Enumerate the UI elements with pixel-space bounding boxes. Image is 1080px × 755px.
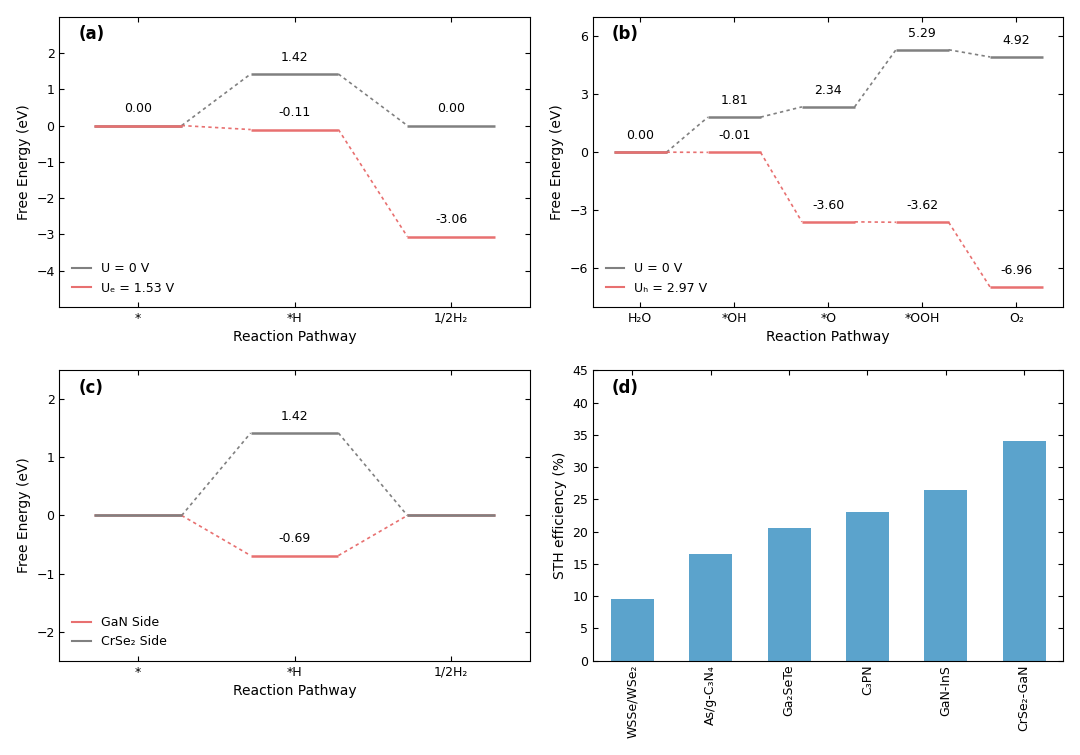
Text: 0.00: 0.00 [437,103,465,116]
Text: 2.34: 2.34 [814,84,842,97]
Text: (a): (a) [78,26,105,43]
Text: 0.00: 0.00 [124,103,152,116]
Bar [1002,441,1045,661]
Y-axis label: Free Energy (eV): Free Energy (eV) [16,458,30,573]
Text: 4.92: 4.92 [1002,34,1030,47]
Y-axis label: Free Energy (eV): Free Energy (eV) [16,104,30,220]
Bar [768,528,811,661]
X-axis label: Reaction Pathway: Reaction Pathway [232,331,356,344]
Bar [611,599,653,661]
Text: -0.69: -0.69 [279,532,311,545]
Text: 1.42: 1.42 [281,410,308,423]
X-axis label: Reaction Pathway: Reaction Pathway [767,331,890,344]
Y-axis label: STH efficiency (%): STH efficiency (%) [553,451,567,579]
Text: 0.00: 0.00 [626,129,654,142]
Text: (d): (d) [612,379,639,397]
Text: -3.62: -3.62 [906,199,939,212]
Text: -0.01: -0.01 [718,129,751,142]
Y-axis label: Free Energy (eV): Free Energy (eV) [551,104,565,220]
Legend: U = 0 V, Uₕ = 2.97 V: U = 0 V, Uₕ = 2.97 V [599,256,714,300]
X-axis label: Reaction Pathway: Reaction Pathway [232,684,356,698]
Text: 5.29: 5.29 [908,26,936,39]
Text: (c): (c) [78,379,103,397]
Text: -3.06: -3.06 [435,214,468,226]
Text: (b): (b) [612,26,639,43]
Text: 1.42: 1.42 [281,51,308,64]
Text: -0.11: -0.11 [279,106,311,119]
Bar [846,512,889,661]
Text: 1.81: 1.81 [720,94,748,107]
Bar [924,490,968,661]
Legend: GaN Side, CrSe₂ Side: GaN Side, CrSe₂ Side [66,610,173,655]
Legend: U = 0 V, Uₑ = 1.53 V: U = 0 V, Uₑ = 1.53 V [66,256,180,300]
Text: -3.60: -3.60 [812,199,845,211]
Bar [689,554,732,661]
Text: -6.96: -6.96 [1000,263,1032,277]
